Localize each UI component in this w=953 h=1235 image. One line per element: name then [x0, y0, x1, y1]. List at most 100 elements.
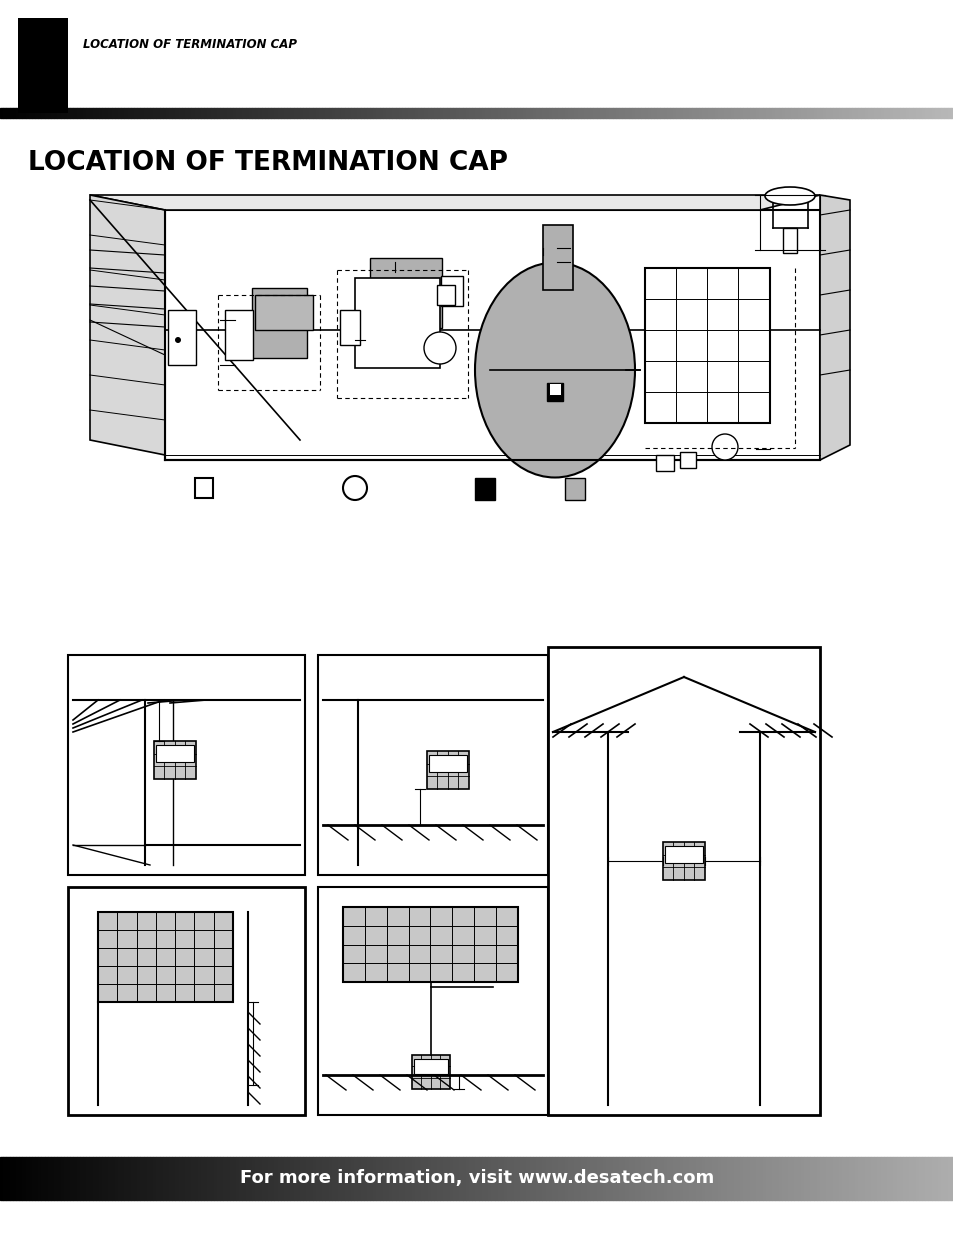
- Bar: [737, 107, 740, 119]
- Bar: [128, 107, 131, 119]
- Bar: [140, 107, 144, 119]
- Bar: [478, 107, 481, 119]
- Bar: [851, 107, 854, 119]
- Polygon shape: [90, 195, 165, 454]
- Bar: [905, 1157, 908, 1200]
- Bar: [659, 1157, 663, 1200]
- Bar: [322, 1157, 325, 1200]
- Bar: [500, 107, 503, 119]
- Bar: [95, 1157, 99, 1200]
- Bar: [666, 107, 669, 119]
- Bar: [10, 107, 12, 119]
- Bar: [547, 647, 820, 1115]
- Bar: [580, 107, 583, 119]
- Bar: [484, 107, 488, 119]
- Bar: [169, 1157, 172, 1200]
- Ellipse shape: [475, 263, 635, 478]
- Bar: [586, 1157, 590, 1200]
- Bar: [344, 1157, 348, 1200]
- Bar: [318, 107, 322, 119]
- Bar: [863, 107, 867, 119]
- Bar: [252, 1157, 255, 1200]
- Bar: [533, 1157, 536, 1200]
- Bar: [45, 1157, 48, 1200]
- Bar: [411, 107, 415, 119]
- Bar: [571, 107, 574, 119]
- Bar: [386, 107, 389, 119]
- Bar: [825, 107, 829, 119]
- Bar: [918, 107, 922, 119]
- Bar: [355, 278, 439, 368]
- Bar: [29, 107, 31, 119]
- Bar: [83, 1157, 86, 1200]
- Bar: [778, 1157, 781, 1200]
- Bar: [835, 107, 839, 119]
- Polygon shape: [165, 210, 820, 459]
- Bar: [685, 1157, 688, 1200]
- Bar: [839, 1157, 841, 1200]
- Bar: [328, 1157, 332, 1200]
- Bar: [427, 1157, 431, 1200]
- Bar: [771, 1157, 775, 1200]
- Bar: [513, 107, 517, 119]
- Bar: [427, 751, 469, 789]
- Bar: [714, 1157, 718, 1200]
- Bar: [76, 107, 80, 119]
- Bar: [379, 1157, 382, 1200]
- Bar: [475, 107, 478, 119]
- Bar: [10, 1157, 12, 1200]
- Bar: [927, 1157, 931, 1200]
- Bar: [698, 1157, 701, 1200]
- Bar: [220, 1157, 223, 1200]
- Bar: [542, 1157, 545, 1200]
- Bar: [529, 107, 533, 119]
- Bar: [664, 846, 702, 863]
- Bar: [841, 107, 844, 119]
- Bar: [389, 107, 392, 119]
- Bar: [405, 107, 408, 119]
- Bar: [417, 1157, 420, 1200]
- Bar: [546, 383, 562, 401]
- Bar: [946, 107, 950, 119]
- Bar: [156, 1157, 159, 1200]
- Bar: [497, 1157, 500, 1200]
- Bar: [325, 107, 328, 119]
- Bar: [265, 107, 268, 119]
- Bar: [325, 1157, 328, 1200]
- Bar: [889, 1157, 892, 1200]
- Bar: [68, 655, 305, 876]
- Bar: [73, 1157, 76, 1200]
- Bar: [57, 107, 61, 119]
- Bar: [424, 107, 427, 119]
- Bar: [673, 1157, 676, 1200]
- Bar: [548, 383, 560, 395]
- Bar: [239, 107, 242, 119]
- Bar: [752, 107, 756, 119]
- Bar: [635, 107, 638, 119]
- Bar: [431, 1157, 434, 1200]
- Bar: [440, 107, 443, 119]
- Bar: [858, 107, 861, 119]
- Bar: [363, 1157, 367, 1200]
- Bar: [114, 1157, 118, 1200]
- Bar: [48, 1157, 51, 1200]
- Bar: [536, 107, 538, 119]
- Bar: [558, 107, 561, 119]
- Bar: [226, 107, 230, 119]
- Bar: [440, 275, 462, 306]
- Bar: [934, 1157, 937, 1200]
- Bar: [688, 1157, 692, 1200]
- Bar: [647, 107, 650, 119]
- Bar: [211, 1157, 213, 1200]
- Bar: [742, 1157, 746, 1200]
- Bar: [156, 107, 159, 119]
- Bar: [564, 478, 584, 500]
- Bar: [718, 1157, 720, 1200]
- Bar: [429, 755, 467, 772]
- Bar: [309, 1157, 313, 1200]
- Bar: [68, 887, 305, 1115]
- Bar: [491, 107, 494, 119]
- Bar: [213, 107, 216, 119]
- Bar: [685, 107, 688, 119]
- Bar: [548, 107, 552, 119]
